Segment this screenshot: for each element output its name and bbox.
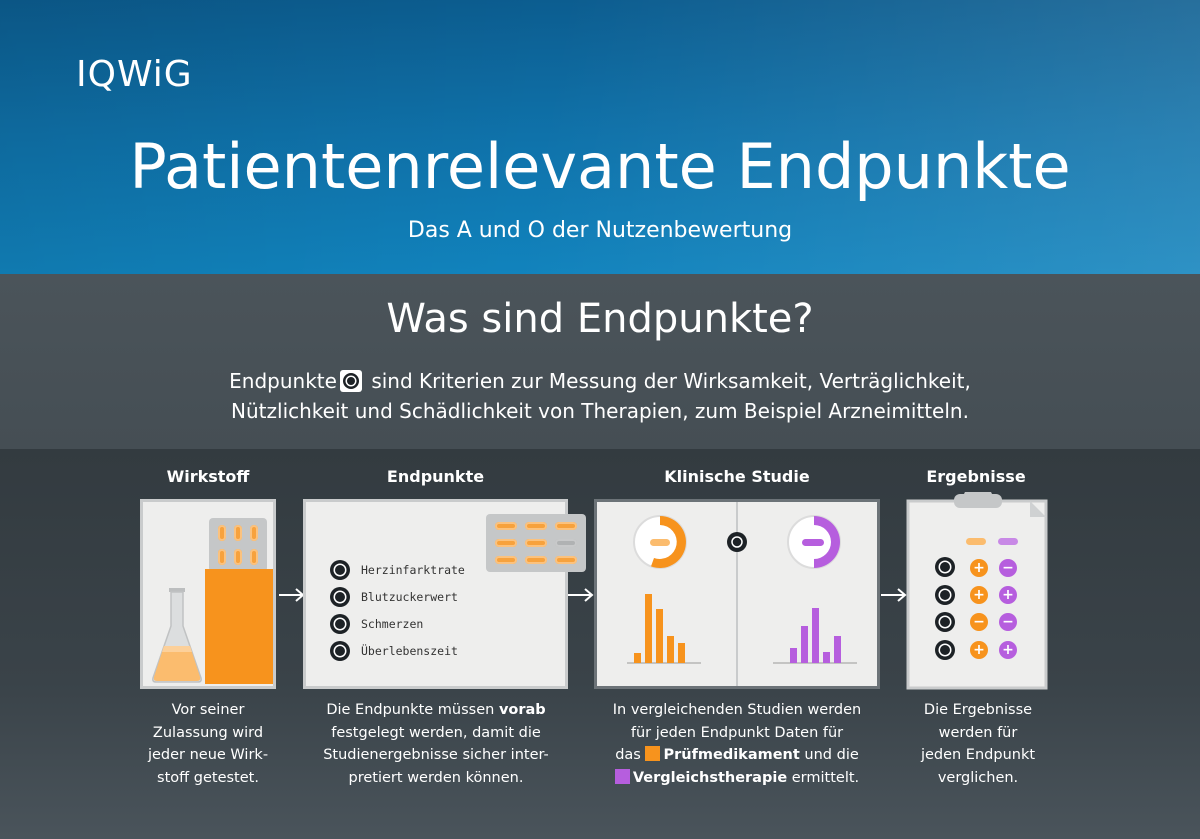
endpunkte-caption: Die Endpunkte müssen vorab festgelegt we…: [300, 699, 572, 789]
blister-pack-icon: [486, 514, 586, 572]
page-title: Patientenrelevante Endpunkte: [129, 130, 1071, 203]
column-title-endpunkte: Endpunkte: [386, 467, 485, 486]
plus-icon: +: [970, 586, 988, 604]
section-heading: Was sind Endpunkte?: [386, 296, 814, 342]
caption-line: für jeden Endpunkt Daten für: [630, 724, 844, 741]
caption-text: ermittelt.: [787, 769, 860, 786]
endpoint-icon: [330, 587, 350, 607]
endpoint-icon: [330, 614, 350, 634]
endpoint-item: Herzinfarktrate: [330, 560, 465, 580]
minus-icon: −: [970, 613, 988, 631]
page-subtitle: Das A und O der Nutzenbewertung: [407, 218, 793, 243]
arrow-right-icon: [568, 588, 594, 602]
endpoint-icon: [330, 560, 350, 580]
caption-bold: Prüfmedikament: [663, 747, 800, 763]
endpoint-icon: [330, 641, 350, 661]
caption-line: werden für: [938, 724, 1018, 741]
endpoint-label: Blutzuckerwert: [361, 590, 458, 604]
caption-text: und die: [799, 747, 859, 763]
caption-line: verglichen.: [937, 769, 1019, 786]
arrow-right-icon: [279, 588, 305, 602]
intro-text: Endpunkte sind Kriterien zur Messung der…: [0, 366, 1200, 426]
endpoint-label: Schmerzen: [361, 617, 424, 631]
minus-icon: −: [999, 559, 1017, 577]
caption-text: das: [615, 747, 646, 763]
intro-text-line1: sind Kriterien zur Messung der Wirksamke…: [371, 369, 971, 393]
iqwig-logo: IQWiG: [76, 54, 193, 95]
plus-icon: +: [970, 559, 988, 577]
endpoint-icon: [935, 557, 955, 577]
endpoint-item: Überlebenszeit: [330, 641, 458, 661]
endpoint-icon: [339, 370, 362, 392]
caption-line: Vor seiner: [171, 702, 245, 718]
endpoint-item: Schmerzen: [330, 614, 423, 634]
caption-text: Die Endpunkte müssen: [326, 702, 499, 718]
caption-line: In vergleichenden Studien werden: [612, 702, 862, 718]
purple-square-icon: [614, 768, 630, 784]
studie-card: [594, 499, 880, 689]
minus-icon: −: [999, 613, 1017, 631]
endpoint-item: Blutzuckerwert: [330, 587, 458, 607]
caption-line: Studienergebnisse sicher inter-: [323, 747, 549, 763]
endpoint-icon: [935, 612, 955, 632]
endpoint-label: Herzinfarktrate: [361, 563, 465, 577]
intro-text-start: Endpunkte: [229, 369, 337, 393]
study-book-illustration: [627, 502, 857, 686]
caption-bold: vorab: [498, 702, 546, 718]
medicine-box-icon: [205, 569, 273, 684]
caption-line: Die Ergebnisse: [923, 702, 1033, 718]
caption-bold: Vergleichstherapie: [632, 769, 788, 786]
intro-text-line2: Nützlichkeit und Schädlichkeit von Thera…: [231, 399, 969, 423]
column-title-klinische-studie: Klinische Studie: [664, 467, 810, 486]
ergebnisse-caption: Die Ergebnisse werden für jeden Endpunkt…: [896, 699, 1060, 789]
arrow-right-icon: [881, 588, 907, 602]
endpoint-label: Überlebenszeit: [361, 644, 458, 658]
endpoint-icon: [935, 585, 955, 605]
wirkstoff-caption: Vor seiner Zulassung wird jeder neue Wir…: [120, 699, 296, 789]
orange-square-icon: [645, 746, 661, 761]
studie-caption: In vergleichenden Studien werden für jed…: [580, 699, 894, 789]
caption-line: festgelegt werden, damit die: [331, 724, 541, 741]
column-title-wirkstoff: Wirkstoff: [166, 467, 250, 486]
header-banner: IQWiG Patientenrelevante Endpunkte Das A…: [0, 0, 1200, 274]
caption-line: Zulassung wird: [152, 724, 264, 741]
intro-section: Was sind Endpunkte? Endpunkte sind Krite…: [0, 274, 1200, 449]
results-grid: + − + + − − + +: [906, 499, 1050, 689]
flask-icon: [152, 588, 202, 683]
process-section: Wirkstoff Vor seiner Zulassung wird jede…: [0, 449, 1200, 839]
blister-pack-icon: [209, 518, 267, 572]
endpunkte-card: Herzinfarktrate Blutzuckerwert Schmerzen…: [303, 499, 586, 689]
caption-line: jeden Endpunkt: [920, 747, 1036, 763]
plus-icon: +: [970, 641, 988, 659]
caption-line: jeder neue Wirk-: [147, 747, 269, 763]
endpoint-icon: [935, 640, 955, 660]
plus-icon: +: [999, 586, 1017, 604]
wirkstoff-card: [140, 499, 276, 689]
caption-line: pretiert werden können.: [348, 769, 524, 786]
plus-icon: +: [999, 641, 1017, 659]
caption-line: stoff getestet.: [157, 769, 259, 786]
column-title-ergebnisse: Ergebnisse: [926, 467, 1026, 486]
